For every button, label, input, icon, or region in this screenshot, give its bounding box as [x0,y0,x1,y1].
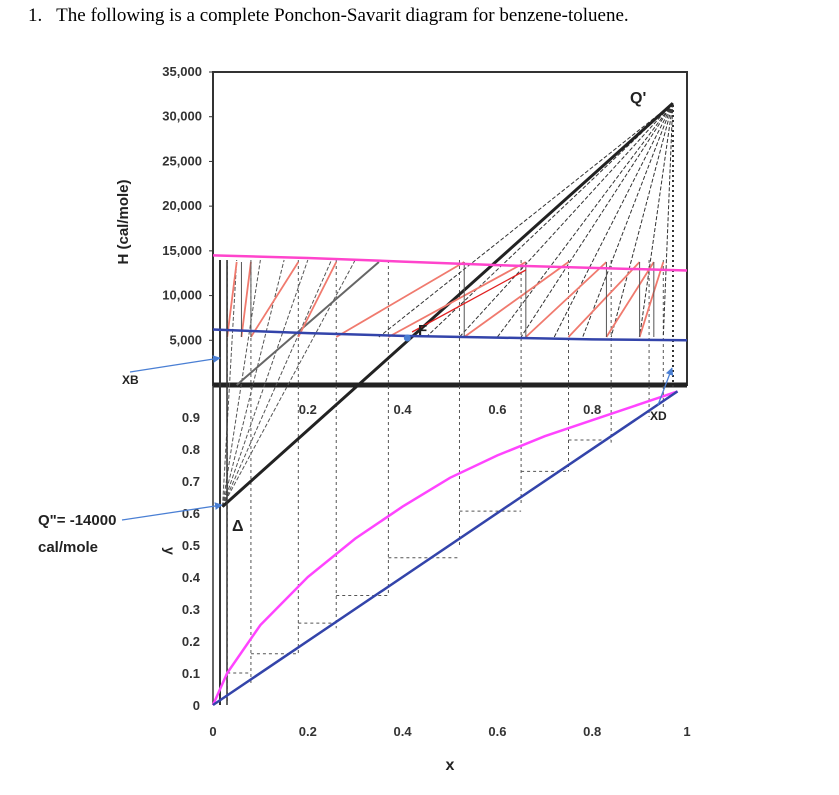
h-tick-label: 30,000 [162,109,202,124]
x-tick-label: 0.6 [488,724,506,739]
y-tick-label: 0.8 [182,442,200,457]
tie-line [605,261,655,338]
q-double-arrow [121,502,223,521]
x-tick-label: 0 [209,724,216,739]
xb-arrow [129,355,221,373]
fan-line [459,102,674,338]
x-tick-label: 1 [683,724,690,739]
tie-line [567,261,641,338]
question-number: 1. [28,5,43,26]
tie-line [250,261,300,338]
question-text: 1. The following is a complete Ponchon-S… [28,5,629,27]
vapor-enthalpy-curve [212,254,688,272]
h-tick-label: 35,000 [162,64,202,79]
grey-line [236,261,380,386]
feed-point [403,334,411,342]
y-tick-label: 0.3 [182,602,200,617]
h-tick-label: 15,000 [162,243,202,258]
xb-label: XB [122,373,139,387]
top-tick-label: 0.2 [299,402,317,417]
top-tick-label: 0.8 [583,402,601,417]
top-tick-label: 0.4 [394,402,413,417]
tie-line [240,261,252,338]
y-tick-label: 0.7 [182,474,200,489]
fan-line-delta [222,259,356,507]
equilibrium-curve [211,390,678,706]
fan-line [520,103,674,338]
fan-line [425,102,674,338]
fan-line [378,102,674,338]
y-tick-label: 0.1 [182,666,200,681]
h-tick-label: 5,000 [169,332,202,347]
tie-line [387,261,527,338]
fan-line [662,103,674,338]
y-axis-label: y [162,547,178,555]
x-tick-label: 0.8 [583,724,601,739]
x-axis-label: x [446,757,455,774]
h-axis-label: H (cal/mole) [115,179,132,264]
fan-line [610,103,674,338]
fan-line [553,103,674,338]
xd-arrow [657,367,674,406]
h-tick-label: 20,000 [162,198,202,213]
enthalpy-frame [212,71,688,386]
question-body: The following is a complete Ponchon-Sava… [56,5,629,26]
y-tick-label: 0 [193,698,200,713]
feed-line [411,269,527,333]
tie-line [638,261,665,338]
q-double-label: Q"= -14000 [38,512,116,529]
fan-line [497,102,674,338]
diagonal-line [212,390,679,707]
fan-line-delta [221,259,261,507]
h-tick-label: 25,000 [162,153,202,168]
fan-line-delta [221,259,238,507]
tie-line [525,261,608,338]
x-tick-label: 0.4 [394,724,413,739]
fan-line [639,103,674,338]
tie-line [226,261,238,338]
q-double-unit: cal/mole [38,539,98,556]
y-tick-label: 0.9 [182,410,200,425]
q-prime-label: Q' [630,90,646,107]
xd-label: XD [650,409,667,423]
y-tick-label: 0.4 [182,570,201,585]
x-tick-label: 0.2 [299,724,317,739]
top-tick-label: 0.6 [488,402,506,417]
y-tick-label: 0.2 [182,634,200,649]
fan-line-delta [222,259,332,507]
tie-line [297,261,338,338]
fan-line-delta [222,259,309,507]
delta-label: Δ [232,518,244,535]
liquid-enthalpy-curve [212,328,688,342]
h-tick-label: 10,000 [162,288,202,303]
y-tick-label: 0.5 [182,538,200,553]
tie-line [463,261,570,338]
f-label: F [418,322,427,339]
tie-line [335,261,465,338]
